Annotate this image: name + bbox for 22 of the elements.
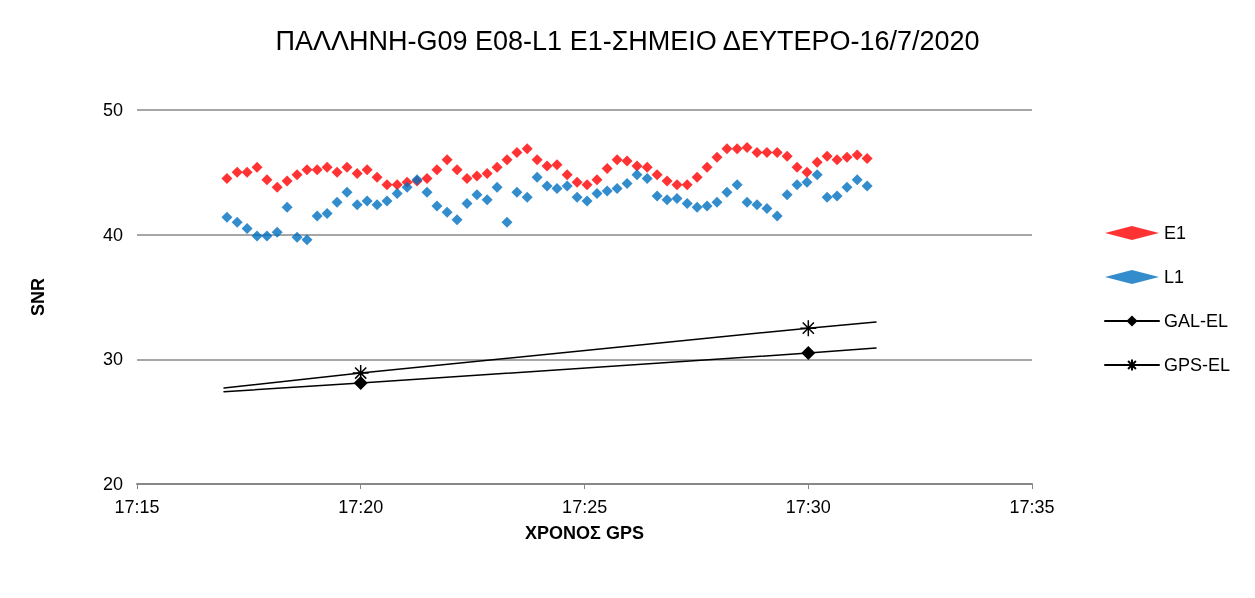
x-tick-label: 17:30 xyxy=(785,497,831,517)
legend-label: L1 xyxy=(1163,267,1185,287)
legend-label: GAL-EL xyxy=(1163,311,1229,331)
point xyxy=(801,346,816,361)
point xyxy=(799,319,818,337)
x-tick-label: 17:15 xyxy=(114,497,160,517)
line-series xyxy=(223,319,877,389)
y-tick-label: 30 xyxy=(102,349,123,370)
legend-label: GPS-EL xyxy=(1163,355,1231,375)
x-tick-label: 17:20 xyxy=(338,497,384,517)
x-axis-title: ΧΡΟΝΟΣ GPS xyxy=(525,523,644,543)
point xyxy=(351,364,370,382)
chart-title: ΠΑΛΛΗΝΗ-G09 E08-L1 E1-ΣΗΜΕΙΟ ΔΕΥΤΕΡΟ-16/7/2020 xyxy=(275,25,980,56)
x-tick-label: 17:35 xyxy=(1009,497,1055,517)
legend-label: E1 xyxy=(1163,223,1187,243)
point xyxy=(353,376,368,391)
line-series xyxy=(223,346,877,393)
y-axis-title: SNR xyxy=(28,277,48,317)
x-tick-label: 17:25 xyxy=(562,497,608,517)
y-tick-label: 50 xyxy=(102,100,123,120)
y-tick-label: 20 xyxy=(102,474,123,494)
y-tick-label: 40 xyxy=(102,224,123,245)
